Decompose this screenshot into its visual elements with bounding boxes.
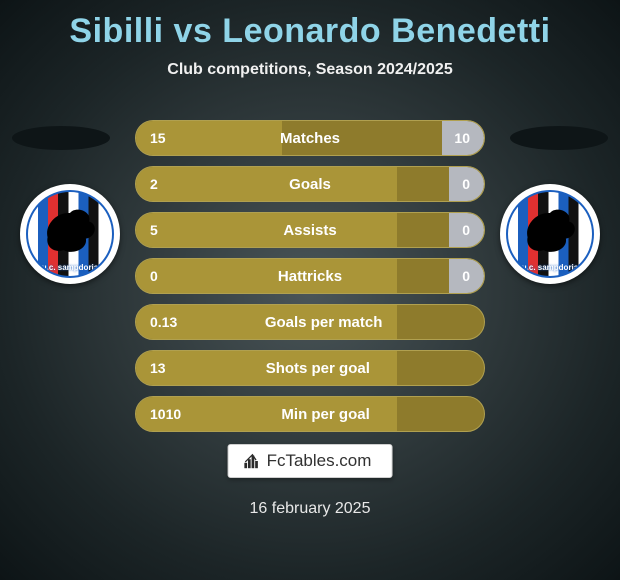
club-badge-left-label: u.c. sampdoria xyxy=(28,263,112,272)
sailor-silhouette-icon xyxy=(38,199,102,263)
stat-label: Assists xyxy=(283,222,336,239)
stat-label: Goals per match xyxy=(265,314,383,331)
bar-fill-left xyxy=(136,213,397,247)
stat-label: Min per goal xyxy=(281,406,369,423)
subtitle: Club competitions, Season 2024/2025 xyxy=(0,61,620,79)
stat-left-value: 0.13 xyxy=(150,314,177,330)
stat-right-value: 0 xyxy=(462,222,470,238)
stat-label: Matches xyxy=(280,130,340,147)
bar-fill-left xyxy=(136,259,397,293)
stat-left-value: 5 xyxy=(150,222,158,238)
stat-row-goals-per-match: 0.13 Goals per match xyxy=(135,304,485,340)
page-title: Sibilli vs Leonardo Benedetti xyxy=(0,0,620,51)
stat-left-value: 2 xyxy=(150,176,158,192)
stat-label: Shots per goal xyxy=(266,360,370,377)
stat-row-goals: 2 Goals 0 xyxy=(135,166,485,202)
stat-left-value: 13 xyxy=(150,360,166,376)
player-shadow-right xyxy=(510,126,608,150)
stat-row-shots-per-goal: 13 Shots per goal xyxy=(135,350,485,386)
club-badge-right: u.c. sampdoria xyxy=(500,184,600,284)
stat-right-value: 10 xyxy=(454,130,470,146)
player-shadow-left xyxy=(12,126,110,150)
stat-label: Goals xyxy=(289,176,331,193)
stat-label: Hattricks xyxy=(278,268,342,285)
stat-row-assists: 5 Assists 0 xyxy=(135,212,485,248)
stat-left-value: 0 xyxy=(150,268,158,284)
stat-row-min-per-goal: 1010 Min per goal xyxy=(135,396,485,432)
stat-row-hattricks: 0 Hattricks 0 xyxy=(135,258,485,294)
stat-right-value: 0 xyxy=(462,268,470,284)
comparison-bars: 15 Matches 10 2 Goals 0 5 Assists 0 0 Ha… xyxy=(135,120,485,442)
brand-text: FcTables.com xyxy=(267,451,372,471)
stat-right-value: 0 xyxy=(462,176,470,192)
date-line: 16 february 2025 xyxy=(0,500,620,518)
club-badge-right-label: u.c. sampdoria xyxy=(508,263,592,272)
sailor-silhouette-icon xyxy=(518,199,582,263)
stat-row-matches: 15 Matches 10 xyxy=(135,120,485,156)
club-badge-left-inner: u.c. sampdoria xyxy=(26,190,114,278)
club-badge-right-inner: u.c. sampdoria xyxy=(506,190,594,278)
club-badge-left: u.c. sampdoria xyxy=(20,184,120,284)
bar-fill-left xyxy=(136,167,397,201)
stat-left-value: 1010 xyxy=(150,406,181,422)
stat-left-value: 15 xyxy=(150,130,166,146)
fctables-logo-icon xyxy=(243,452,261,470)
brand-link[interactable]: FcTables.com xyxy=(228,444,393,478)
